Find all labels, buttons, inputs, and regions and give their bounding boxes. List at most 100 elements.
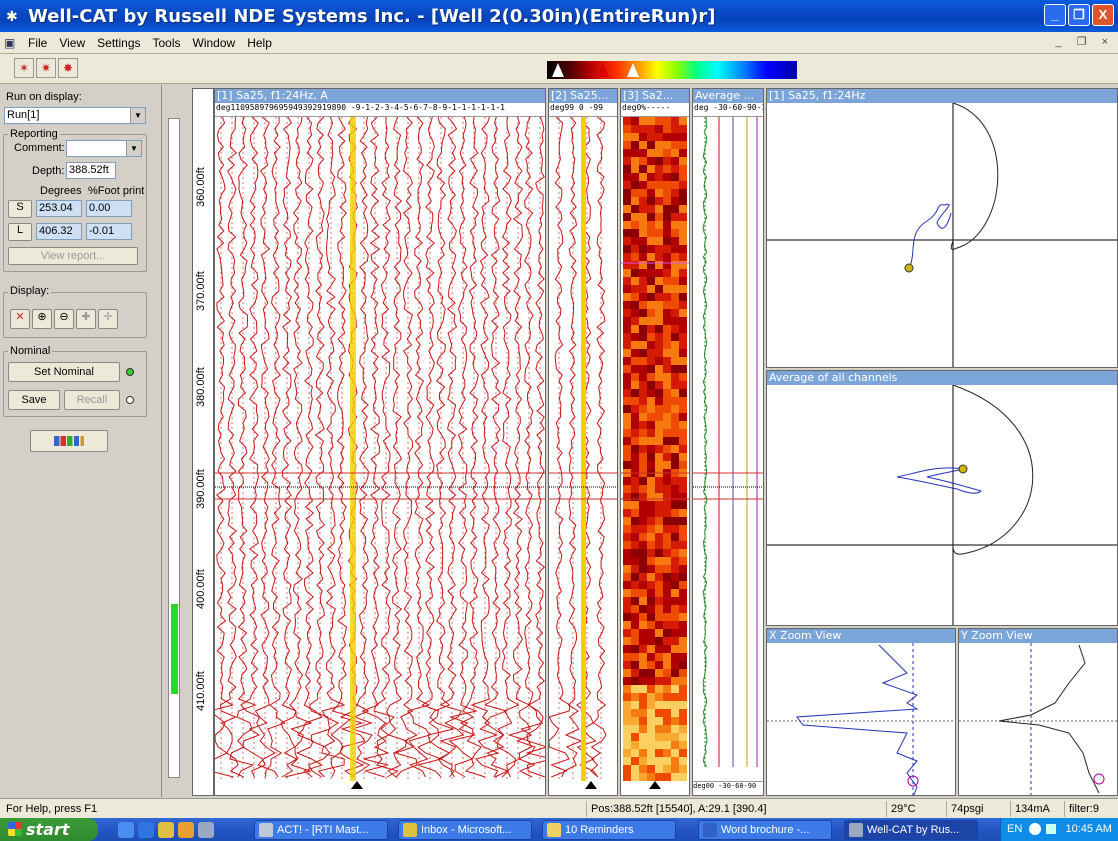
expand-horizontal-icon[interactable]: ✛ [98, 309, 118, 329]
heatmap-cell [639, 749, 647, 757]
toolbar-tool-2-icon[interactable]: ✷ [36, 58, 56, 78]
overview-thumb[interactable] [171, 604, 178, 694]
document-icon[interactable]: ▣ [4, 35, 16, 50]
heatmap-cell [623, 773, 631, 781]
menu-tools[interactable]: Tools [152, 35, 181, 50]
heatmap-cell [663, 453, 671, 461]
quicklaunch-outlook-icon[interactable] [158, 822, 174, 838]
restore-button[interactable]: ❐ [1068, 4, 1090, 26]
quicklaunch-browser-icon[interactable] [138, 822, 154, 838]
heatmap-cell [671, 541, 679, 549]
wellcat-icon [849, 823, 863, 837]
palette-marker-low[interactable] [552, 63, 564, 77]
run-select[interactable]: Run[1] ▼ [4, 107, 146, 124]
toolbar: ✶ ✷ ✸ [0, 54, 1118, 84]
view-report-button[interactable]: View report... [8, 247, 138, 265]
waveform-trace [280, 117, 298, 778]
x-zoom-panel[interactable]: X Zoom View [766, 628, 956, 796]
heatmap-cell [671, 357, 679, 365]
track-1[interactable]: [1] Sa25, f1:24Hz, A deg1109589796959493… [214, 88, 546, 796]
heatmap-cell [639, 117, 647, 125]
tray-network-icon[interactable] [1029, 823, 1042, 836]
histogram-button[interactable] [30, 430, 108, 452]
heatmap-cell [671, 125, 679, 133]
footprint-header: %Foot print [88, 185, 145, 197]
track-3[interactable]: [3] Sa2... deg0%----- [620, 88, 690, 796]
toolbar-tool-1-icon[interactable]: ✶ [14, 58, 34, 78]
mdi-controls[interactable]: _ ❐ × [1055, 36, 1114, 48]
chevron-down-icon[interactable]: ▼ [126, 141, 141, 156]
zoom-in-icon[interactable]: ⊕ [32, 309, 52, 329]
menu-view[interactable]: View [59, 35, 86, 50]
polar-panel-1[interactable]: [1] Sa25, f1:24Hz [766, 88, 1118, 368]
y-zoom-panel[interactable]: Y Zoom View [958, 628, 1118, 796]
task-reminders[interactable]: 10 Reminders [542, 820, 676, 840]
depth-field[interactable]: 388.52ft [66, 162, 116, 179]
cursor-tool-icon[interactable]: ✕ [10, 309, 30, 329]
task-word[interactable]: Word brochure -... [698, 820, 832, 840]
heatmap-cell [655, 237, 663, 245]
set-nominal-button[interactable]: Set Nominal [8, 362, 120, 382]
save-button[interactable]: Save [8, 390, 60, 410]
heatmap-cell [671, 589, 679, 597]
task-inbox[interactable]: Inbox - Microsoft... [398, 820, 532, 840]
l-degrees-field[interactable]: 406.32 [36, 223, 82, 240]
menu-file[interactable]: File [28, 35, 48, 50]
s-footprint-field[interactable]: 0.00 [86, 200, 132, 217]
heatmap-cell [663, 213, 671, 221]
start-button[interactable]: start [0, 818, 98, 841]
track-4[interactable]: Average ... deg -30-60-90-12 deg00 -30-6… [692, 88, 764, 796]
heatmap-cell [663, 709, 671, 717]
palette-marker-mid[interactable] [597, 63, 609, 77]
palette-marker-high[interactable] [627, 63, 639, 77]
quicklaunch-folder-icon[interactable] [178, 822, 194, 838]
waveform-trace [229, 117, 257, 778]
zoom-out-icon[interactable]: ⊖ [54, 309, 74, 329]
track-2[interactable]: [2] Sa25... deg99 0 -99 [548, 88, 618, 796]
app-icon[interactable]: ✱ [6, 8, 18, 24]
heatmap-cell [663, 293, 671, 301]
minimize-button[interactable]: _ [1044, 4, 1066, 26]
chevron-down-icon[interactable]: ▼ [130, 108, 145, 123]
heatmap-cell [647, 189, 655, 197]
heatmap-cell [679, 541, 687, 549]
heatmap-cell [679, 733, 687, 741]
control-panel: Run on display: Run[1] ▼ Reporting Comme… [0, 85, 162, 797]
heatmap-cell [639, 517, 647, 525]
heatmap-cell [623, 589, 631, 597]
heatmap-cell [639, 565, 647, 573]
position-marker [585, 781, 597, 789]
tray-volume-icon[interactable] [1046, 824, 1057, 835]
l-footprint-field[interactable]: -0.01 [86, 223, 132, 240]
recall-button[interactable]: Recall [64, 390, 120, 410]
heatmap-cell [631, 349, 639, 357]
polar-panel-2[interactable]: Average of all channels [766, 370, 1118, 626]
track-3-scale: deg0%----- [621, 103, 689, 117]
menu-window[interactable]: Window [192, 35, 236, 50]
toolbar-tool-3-icon[interactable]: ✸ [58, 58, 78, 78]
s-degrees-field[interactable]: 253.04 [36, 200, 82, 217]
quicklaunch-ie-icon[interactable] [118, 822, 134, 838]
heatmap-cell [679, 189, 687, 197]
heatmap-cell [655, 685, 663, 693]
title-bar[interactable]: ✱ Well-CAT by Russell NDE Systems Inc. -… [0, 0, 1118, 32]
task-wellcat[interactable]: Well-CAT by Rus... [844, 820, 978, 840]
comment-select[interactable]: ▼ [66, 140, 142, 157]
heatmap-cell [671, 445, 679, 453]
task-act[interactable]: ACT! - [RTI Mast... [254, 820, 388, 840]
heatmap-cell [647, 317, 655, 325]
expand-vertical-icon[interactable]: ✚ [76, 309, 96, 329]
heatmap-cell [663, 221, 671, 229]
s-button[interactable]: S [8, 200, 32, 218]
nominal-group [3, 351, 147, 417]
recall-indicator [126, 396, 134, 404]
menu-settings[interactable]: Settings [97, 35, 141, 50]
language-indicator[interactable]: EN [1007, 823, 1023, 835]
color-palette-bar[interactable] [547, 61, 797, 79]
menu-help[interactable]: Help [247, 35, 272, 50]
close-button[interactable]: X [1092, 4, 1114, 26]
heatmap-cell [631, 253, 639, 261]
quicklaunch-app-icon[interactable] [198, 822, 214, 838]
l-button[interactable]: L [8, 223, 32, 241]
heatmap-cell [647, 757, 655, 765]
